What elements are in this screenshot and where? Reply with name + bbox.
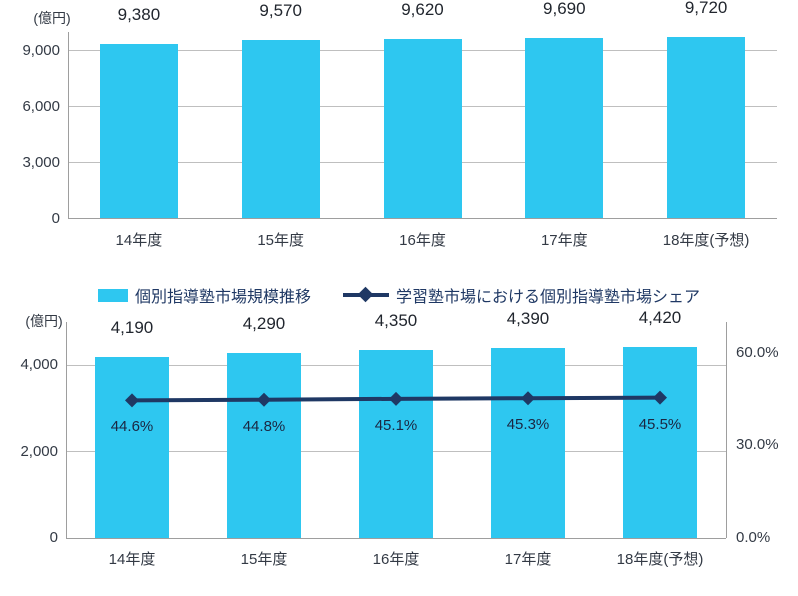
x-axis-line <box>68 218 777 219</box>
x-axis-category-label: 17年度 <box>540 232 588 249</box>
y-axis-tick-label: 9,000 <box>22 41 60 59</box>
diamond-marker-icon <box>521 391 535 406</box>
bar-2 <box>383 39 462 219</box>
bar-3 <box>491 348 565 538</box>
bar-value-label-3: 4,390 <box>506 309 550 329</box>
secondary-y-axis-tick-label: 60.0% <box>736 343 779 361</box>
gridline <box>66 364 726 366</box>
gridline <box>68 50 777 52</box>
y-axis-line <box>66 322 67 538</box>
bar-value-label-4: 9,720 <box>684 0 728 18</box>
bar-value-label-2: 9,620 <box>401 0 444 20</box>
gridline <box>68 106 777 108</box>
bar-value-label-2: 4,350 <box>374 311 418 331</box>
secondary-y-axis-tick-label: 0.0% <box>736 529 771 546</box>
x-axis-category-label: 16年度 <box>372 551 420 568</box>
bar-value-label-0: 9,380 <box>117 4 161 24</box>
share-percent-label-3: 45.3% <box>506 416 550 434</box>
x-axis-category-label: 14年度 <box>115 232 163 249</box>
share-percent-label-4: 45.5% <box>638 415 682 433</box>
bar-value-label-4: 4,420 <box>638 308 682 328</box>
bottom-chart-unit-label: (億円) <box>25 313 63 329</box>
gridline <box>68 162 777 164</box>
line-series-marker-icon <box>343 286 389 303</box>
y-axis-tick-label: 2,000 <box>20 442 58 460</box>
diamond-marker-icon <box>389 391 403 406</box>
legend-line-series-label: 学習塾市場における個別指導塾市場シェア <box>396 289 701 306</box>
bar-value-label-1: 9,570 <box>259 1 302 21</box>
x-axis-category-label: 14年度 <box>108 551 156 568</box>
bar-value-label-1: 4,290 <box>242 313 286 333</box>
x-axis-category-label: 17年度 <box>504 551 552 568</box>
y-axis-tick-label: 3,000 <box>22 153 60 171</box>
diamond-marker-icon <box>257 392 271 407</box>
legend-item-line-series: 学習塾市場における個別指導塾市場シェア <box>343 283 700 307</box>
secondary-y-axis-line <box>726 322 727 538</box>
x-axis-category-label: 15年度 <box>240 551 288 568</box>
diamond-marker-icon <box>125 393 139 408</box>
bar-3 <box>525 37 604 219</box>
x-axis-category-label: 16年度 <box>399 232 446 249</box>
y-axis-tick-label: 0 <box>51 209 60 227</box>
bar-4 <box>623 347 697 538</box>
x-axis-category-label: 18年度(予想) <box>662 232 750 249</box>
bar-4 <box>667 37 746 219</box>
y-axis-tick-label: 6,000 <box>22 97 60 115</box>
y-axis-line <box>68 32 69 219</box>
y-axis-tick-label: 0 <box>49 529 58 546</box>
y-axis-tick-label: 4,000 <box>20 356 58 374</box>
bar-1 <box>241 40 320 219</box>
legend: 個別指導塾市場規模推移 学習塾市場における個別指導塾市場シェア <box>0 283 798 307</box>
share-percent-label-1: 44.8% <box>242 417 286 435</box>
top-chart-unit-label: (億円) <box>33 10 71 26</box>
bar-0 <box>95 356 169 538</box>
x-axis-line <box>66 537 726 539</box>
legend-item-bar-series: 個別指導塾市場規模推移 <box>97 283 311 307</box>
share-percent-label-0: 44.6% <box>110 418 154 436</box>
diamond-marker-icon <box>357 286 374 303</box>
diamond-marker-icon <box>653 390 667 405</box>
share-trend-line <box>125 390 667 408</box>
bar-series-swatch-icon <box>97 288 128 302</box>
gridline <box>66 451 726 453</box>
bar-0 <box>99 43 178 219</box>
bar-value-label-0: 4,190 <box>110 317 154 337</box>
bar-1 <box>227 352 301 538</box>
secondary-y-axis-tick-label: 30.0% <box>736 436 779 454</box>
legend-bar-series-label: 個別指導塾市場規模推移 <box>134 289 311 306</box>
share-percent-label-2: 45.1% <box>374 416 418 434</box>
bar-value-label-3: 9,690 <box>543 0 586 18</box>
bar-2 <box>359 350 433 538</box>
x-axis-category-label: 15年度 <box>257 232 305 249</box>
x-axis-category-label: 18年度(予想) <box>616 551 704 568</box>
